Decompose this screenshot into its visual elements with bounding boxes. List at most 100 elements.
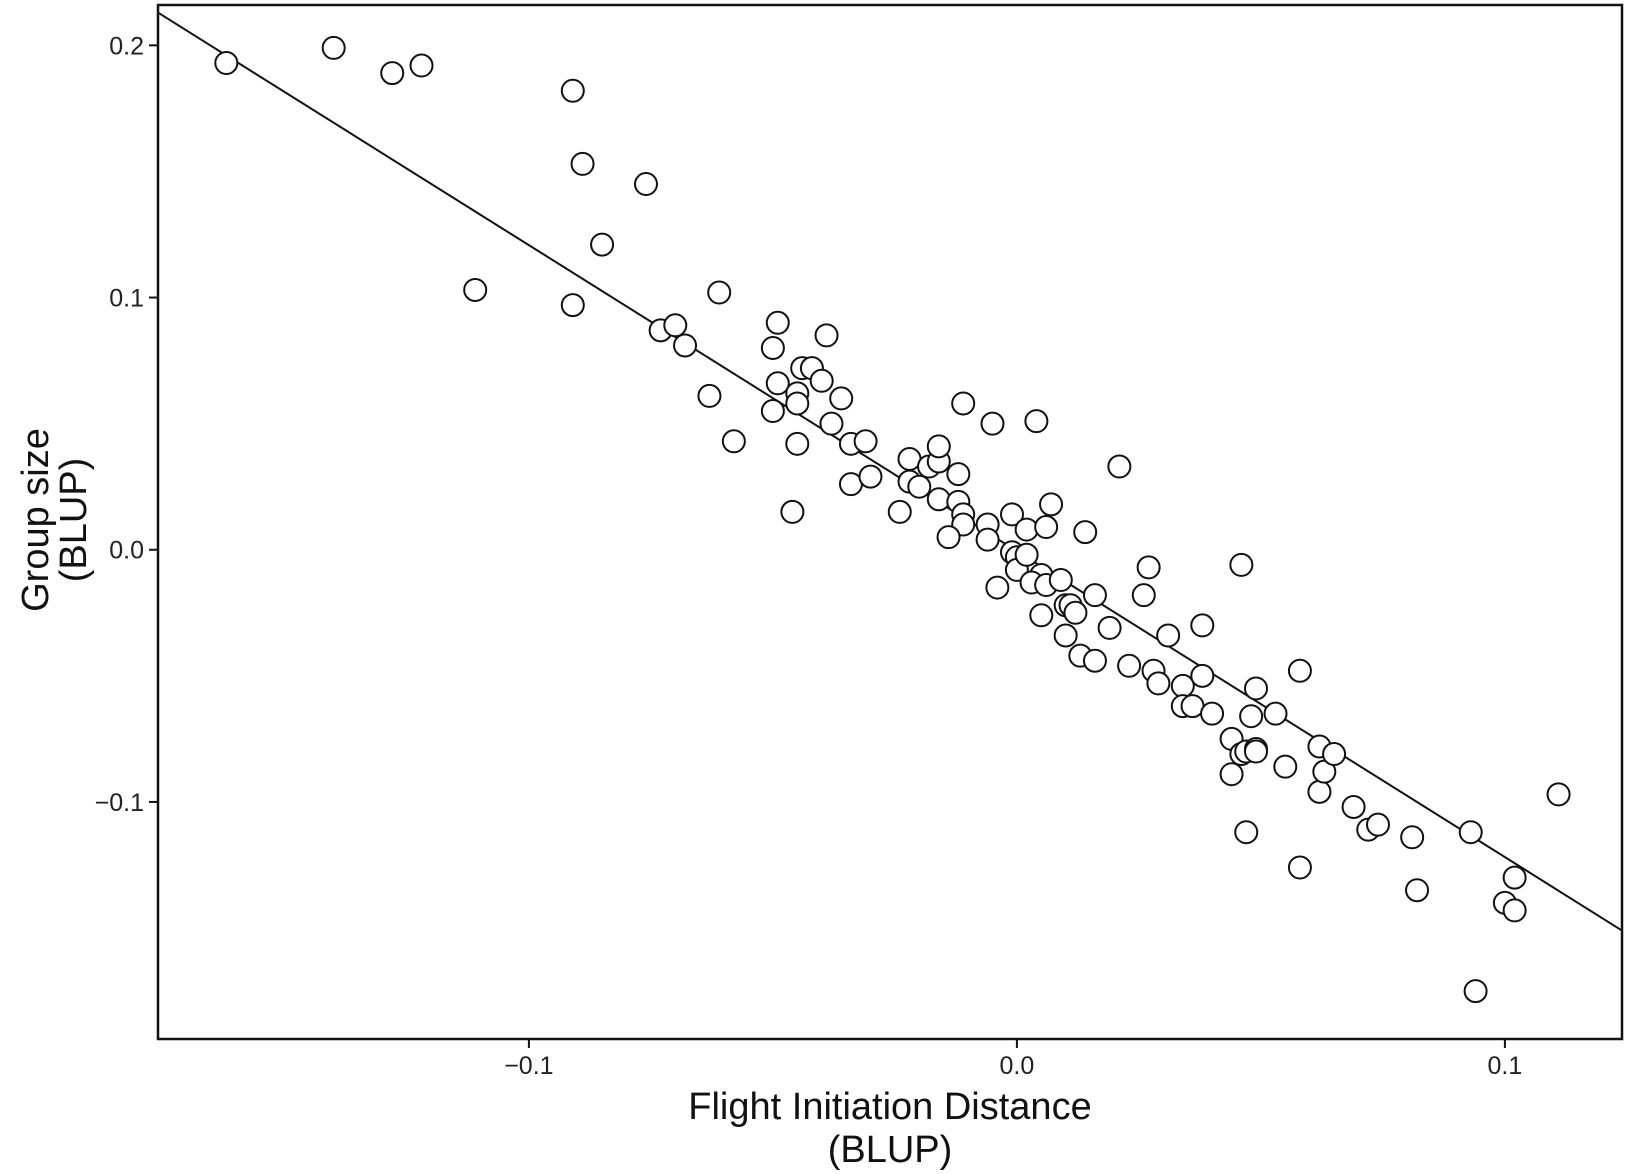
scatter-point (980, 411, 1005, 436)
y-tick-label: −0.1 (95, 789, 144, 817)
scatter-point (1502, 898, 1527, 923)
scatter-point (814, 323, 839, 348)
scatter-point (560, 78, 585, 103)
scatter-point (1239, 704, 1264, 729)
scatter-point (1190, 663, 1215, 688)
y-tick-label: 0.0 (109, 537, 144, 565)
scatter-point (858, 464, 883, 489)
scatter-point (1170, 673, 1195, 698)
scatter-point (1034, 515, 1059, 540)
y-tick-label: 0.1 (109, 285, 144, 313)
scatter-point (760, 399, 785, 424)
y-axis-title-line1: Group size (15, 428, 57, 612)
y-tick-label: 0.2 (109, 32, 144, 60)
scatter-point (946, 462, 971, 487)
scatter-point (1307, 779, 1332, 804)
scatter-point (214, 51, 239, 76)
scatter-point (780, 499, 805, 524)
scatter-point (975, 527, 1000, 552)
scatter-point (1029, 603, 1054, 628)
x-tick-label: 0.0 (999, 1052, 1034, 1080)
scatter-point (853, 429, 878, 454)
scatter-point (951, 391, 976, 416)
scatter-point (1400, 825, 1425, 850)
x-axis-ticks: −0.1 0.0 0.1 (504, 1039, 1522, 1080)
scatter-point (785, 391, 810, 416)
scatter-point (985, 575, 1010, 600)
scatter-point (673, 333, 698, 358)
x-axis-title-line1: Flight Initiation Distance (688, 1086, 1091, 1128)
scatter-point (463, 277, 488, 302)
scatter-point (760, 335, 785, 360)
plot-frame (156, 3, 1624, 1041)
scatter-point (663, 313, 688, 338)
scatter-point (1014, 542, 1039, 567)
x-tick-label: 0.1 (1487, 1052, 1522, 1080)
scatter-point (936, 525, 961, 550)
scatter-point (1136, 555, 1161, 580)
x-tick-label: −0.1 (504, 1052, 553, 1080)
scatter-point (819, 411, 844, 436)
scatter-point (380, 61, 405, 86)
scatter-point (1234, 820, 1259, 845)
scatter-point (560, 293, 585, 318)
scatter-point (1502, 865, 1527, 890)
data-layer (157, 11, 1623, 1004)
scatter-point (1063, 600, 1088, 625)
scatter-point (1458, 820, 1483, 845)
scatter-point (634, 172, 658, 197)
scatter-point (1014, 517, 1039, 542)
scatter-point (1366, 812, 1390, 837)
scatter-point (1405, 878, 1430, 903)
scatter-point (1156, 623, 1181, 648)
scatter-point (1107, 454, 1132, 479)
scatter-point (1131, 583, 1156, 608)
scatter-point (1263, 701, 1288, 726)
scatter-point (1048, 568, 1073, 593)
scatter-point (926, 487, 951, 512)
scatter-point (409, 53, 434, 78)
scatter-point (1219, 762, 1244, 787)
scatter-point (570, 151, 595, 176)
scatter-point (1341, 794, 1366, 819)
scatter-point (697, 383, 722, 408)
scatter-point (887, 499, 912, 524)
scatter-point (1039, 492, 1064, 517)
regression-line (157, 11, 1623, 932)
scatter-point (1244, 676, 1268, 701)
scatter-point (765, 371, 790, 396)
scatter-point (1024, 409, 1049, 434)
scatter-point (785, 431, 810, 456)
y-axis-ticks: −0.1 0.0 0.1 0.2 (95, 32, 158, 817)
scatter-point (1287, 855, 1312, 880)
scatter-point (809, 368, 834, 393)
scatter-point (1000, 502, 1024, 527)
scatter-point (1463, 979, 1488, 1004)
scatter-point (321, 35, 346, 60)
y-axis-title-line2: (BLUP) (53, 458, 95, 583)
scatter-point (1322, 742, 1347, 767)
scatter-point (907, 474, 932, 499)
scatter-point (1097, 615, 1122, 640)
scatter-point (1287, 658, 1312, 683)
scatter-point (1200, 701, 1225, 726)
y-axis-title: Group size (BLUP) (15, 428, 95, 612)
scatter-point (1146, 671, 1171, 696)
scatter-point (1082, 648, 1107, 673)
scatter-point (590, 232, 615, 257)
scatter-point (926, 434, 951, 459)
x-axis-title-line2: (BLUP) (828, 1129, 953, 1171)
scatter-point (765, 310, 790, 335)
scatter-point (1273, 754, 1298, 779)
scatter-point (1244, 739, 1268, 764)
scatter-point (1229, 552, 1254, 577)
scatter-point (1082, 583, 1107, 608)
scatter-point (1053, 623, 1078, 648)
scatter-point (1190, 613, 1215, 638)
scatter-point (1117, 653, 1142, 678)
scatter-point (707, 280, 732, 305)
scatter-point (721, 429, 746, 454)
scatter-point (1546, 782, 1571, 807)
